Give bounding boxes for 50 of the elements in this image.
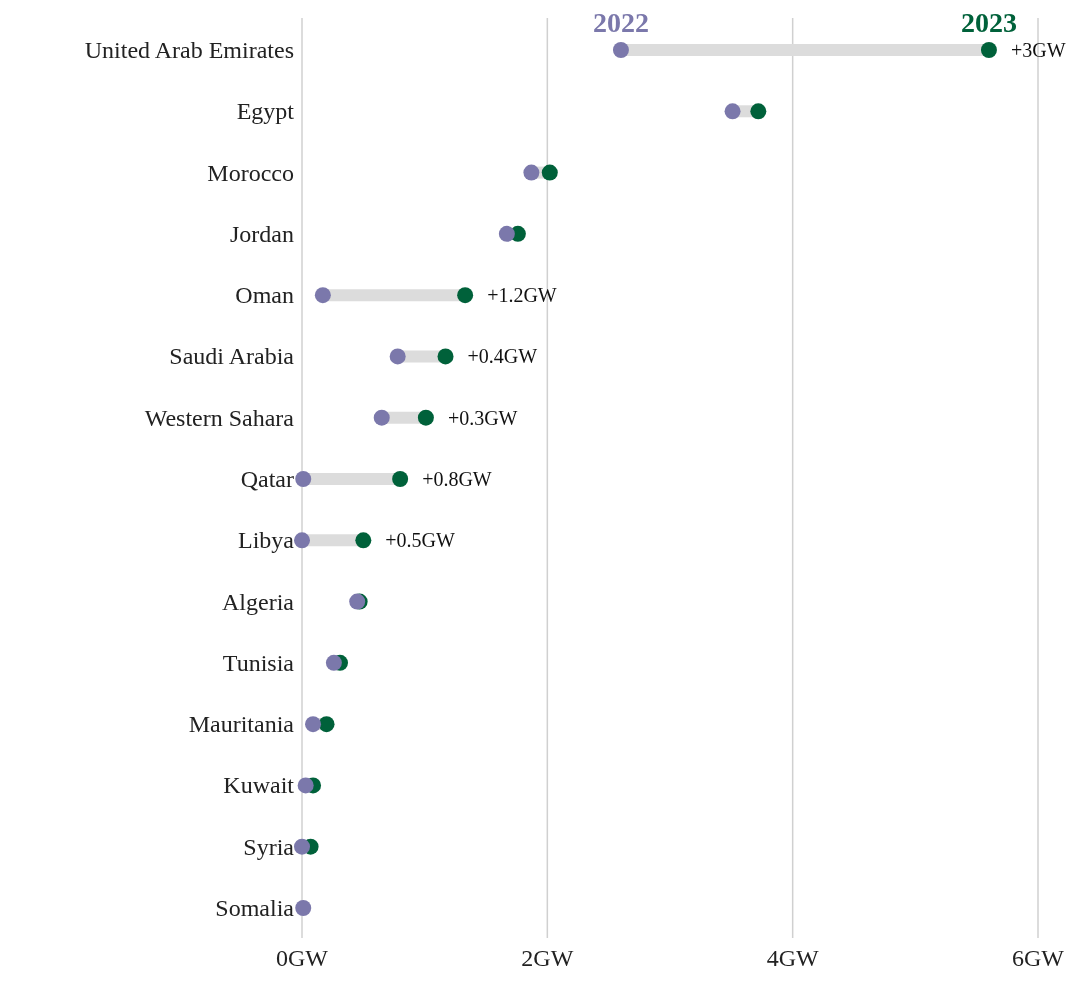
annotation: +0.3GW	[447, 406, 518, 429]
y-tick-label: Algeria	[222, 588, 295, 615]
y-tick-label: Tunisia	[222, 649, 295, 676]
y-tick-label: Kuwait	[223, 772, 295, 799]
series-label: 2022	[592, 7, 649, 38]
annotation: +0.8GW	[422, 468, 492, 490]
point	[498, 225, 515, 242]
y-tick-label: Qatar	[240, 466, 295, 492]
annotation: +0.5GW	[385, 529, 456, 552]
y-tick-label: Syria	[243, 833, 295, 860]
point	[373, 409, 390, 426]
point	[750, 103, 767, 120]
point	[437, 348, 454, 365]
point	[457, 287, 474, 304]
y-tick-label: Jordan	[230, 220, 294, 247]
point	[295, 900, 312, 916]
y-tick-label: Egypt	[236, 98, 295, 125]
point	[295, 471, 312, 487]
point	[325, 654, 342, 671]
y-tick-label: Somalia	[215, 895, 295, 921]
point	[724, 103, 741, 120]
point	[314, 287, 331, 304]
point	[355, 532, 372, 549]
y-tick-label: Saudi Arabia	[169, 343, 295, 370]
point	[980, 42, 997, 58]
x-tick-label: 0GW	[276, 945, 329, 971]
x-tick-label: 4GW	[766, 945, 820, 971]
annotation: +0.4GW	[467, 345, 538, 368]
point	[318, 716, 335, 733]
point	[417, 409, 434, 426]
y-tick-label: Western Sahara	[144, 404, 295, 431]
point	[294, 532, 310, 549]
point	[541, 164, 558, 181]
y-tick-label: United Arab Emirates	[84, 37, 294, 63]
point	[389, 348, 406, 365]
point	[305, 716, 322, 733]
x-tick-label: 2GW	[521, 945, 574, 971]
point	[294, 838, 310, 855]
series-label: 2023	[960, 7, 1017, 38]
point	[612, 42, 629, 58]
x-tick-label: 6GW	[1012, 945, 1065, 971]
annotation: +3GW	[1010, 39, 1066, 61]
point	[297, 777, 314, 794]
y-tick-label: Mauritania	[188, 711, 295, 738]
point	[523, 164, 540, 181]
y-tick-label: Libya	[238, 527, 295, 554]
y-tick-label: Morocco	[207, 159, 294, 186]
annotation: +1.2GW	[487, 284, 557, 307]
point	[392, 471, 409, 487]
y-tick-label: Oman	[235, 282, 294, 309]
